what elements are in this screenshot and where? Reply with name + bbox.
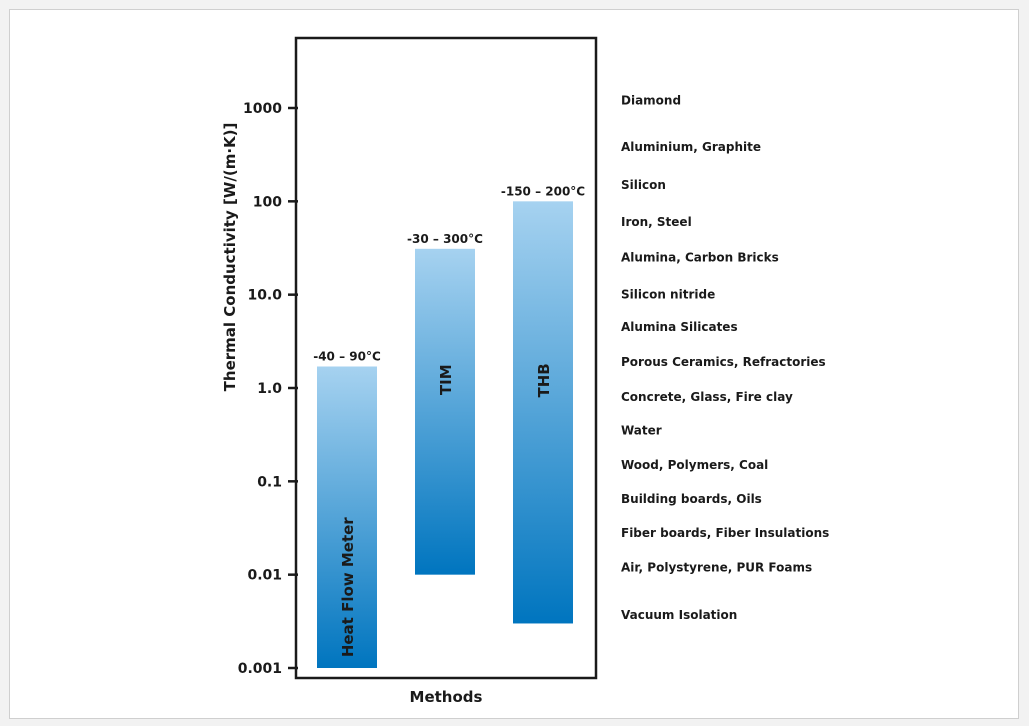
y-axis: 0.001 0.01 0.1 1.0 10.0 100 1000 (238, 101, 298, 677)
material-label: Aluminium, Graphite (621, 140, 761, 154)
bar-temperature-range: -40 – 90°C (313, 349, 381, 363)
bar-tim (415, 248, 475, 575)
y-tick-label: 1.0 (257, 381, 282, 397)
material-label: Water (621, 424, 662, 438)
chart: 0.001 0.01 0.1 1.0 10.0 100 1000 -40 – 90°C Hea… (221, 36, 829, 706)
material-label: Iron, Steel (621, 215, 692, 229)
bars: -40 – 90°C Heat Flow Meter -30 – 300°C TIM -… (313, 184, 585, 668)
y-tick-label: 1000 (243, 101, 282, 117)
x-axis-title: Methods (410, 688, 483, 706)
bar-name-label: THB (535, 363, 553, 397)
material-labels: Diamond Aluminium, Graphite Silicon Iron, S… (621, 94, 829, 622)
plot-area-border (294, 36, 598, 680)
y-tick-label: 0.001 (238, 661, 282, 677)
bar-name-label: Heat Flow Meter (339, 517, 357, 657)
material-label: Diamond (621, 94, 681, 108)
bar-temperature-range: -150 – 200°C (501, 184, 585, 198)
material-label: Fiber boards, Fiber Insulations (621, 526, 829, 540)
material-label: Porous Ceramics, Refractories (621, 355, 826, 369)
material-label: Alumina Silicates (621, 320, 738, 334)
y-tick-label: 100 (253, 194, 282, 210)
bar-temperature-range: -30 – 300°C (407, 232, 483, 246)
y-axis-title: Thermal Conductivity [W/(m·K)] (221, 123, 239, 392)
material-label: Concrete, Glass, Fire clay (621, 390, 793, 404)
chart-frame: 0.001 0.01 0.1 1.0 10.0 100 1000 -40 – 90°C Hea… (9, 9, 1019, 719)
material-label: Air, Polystyrene, PUR Foams (621, 560, 812, 574)
bar-thb (513, 201, 573, 624)
bar-heat-flow-meter (317, 366, 377, 668)
y-tick-label: 0.01 (247, 568, 282, 584)
material-label: Silicon nitride (621, 288, 715, 302)
material-label: Building boards, Oils (621, 492, 762, 506)
material-label: Wood, Polymers, Coal (621, 458, 768, 472)
y-tick-label: 10.0 (247, 288, 282, 304)
material-label: Alumina, Carbon Bricks (621, 251, 779, 265)
material-label: Silicon (621, 178, 666, 192)
material-label: Vacuum Isolation (621, 608, 737, 622)
bar-name-label: TIM (437, 364, 455, 395)
y-tick-label: 0.1 (257, 474, 282, 490)
